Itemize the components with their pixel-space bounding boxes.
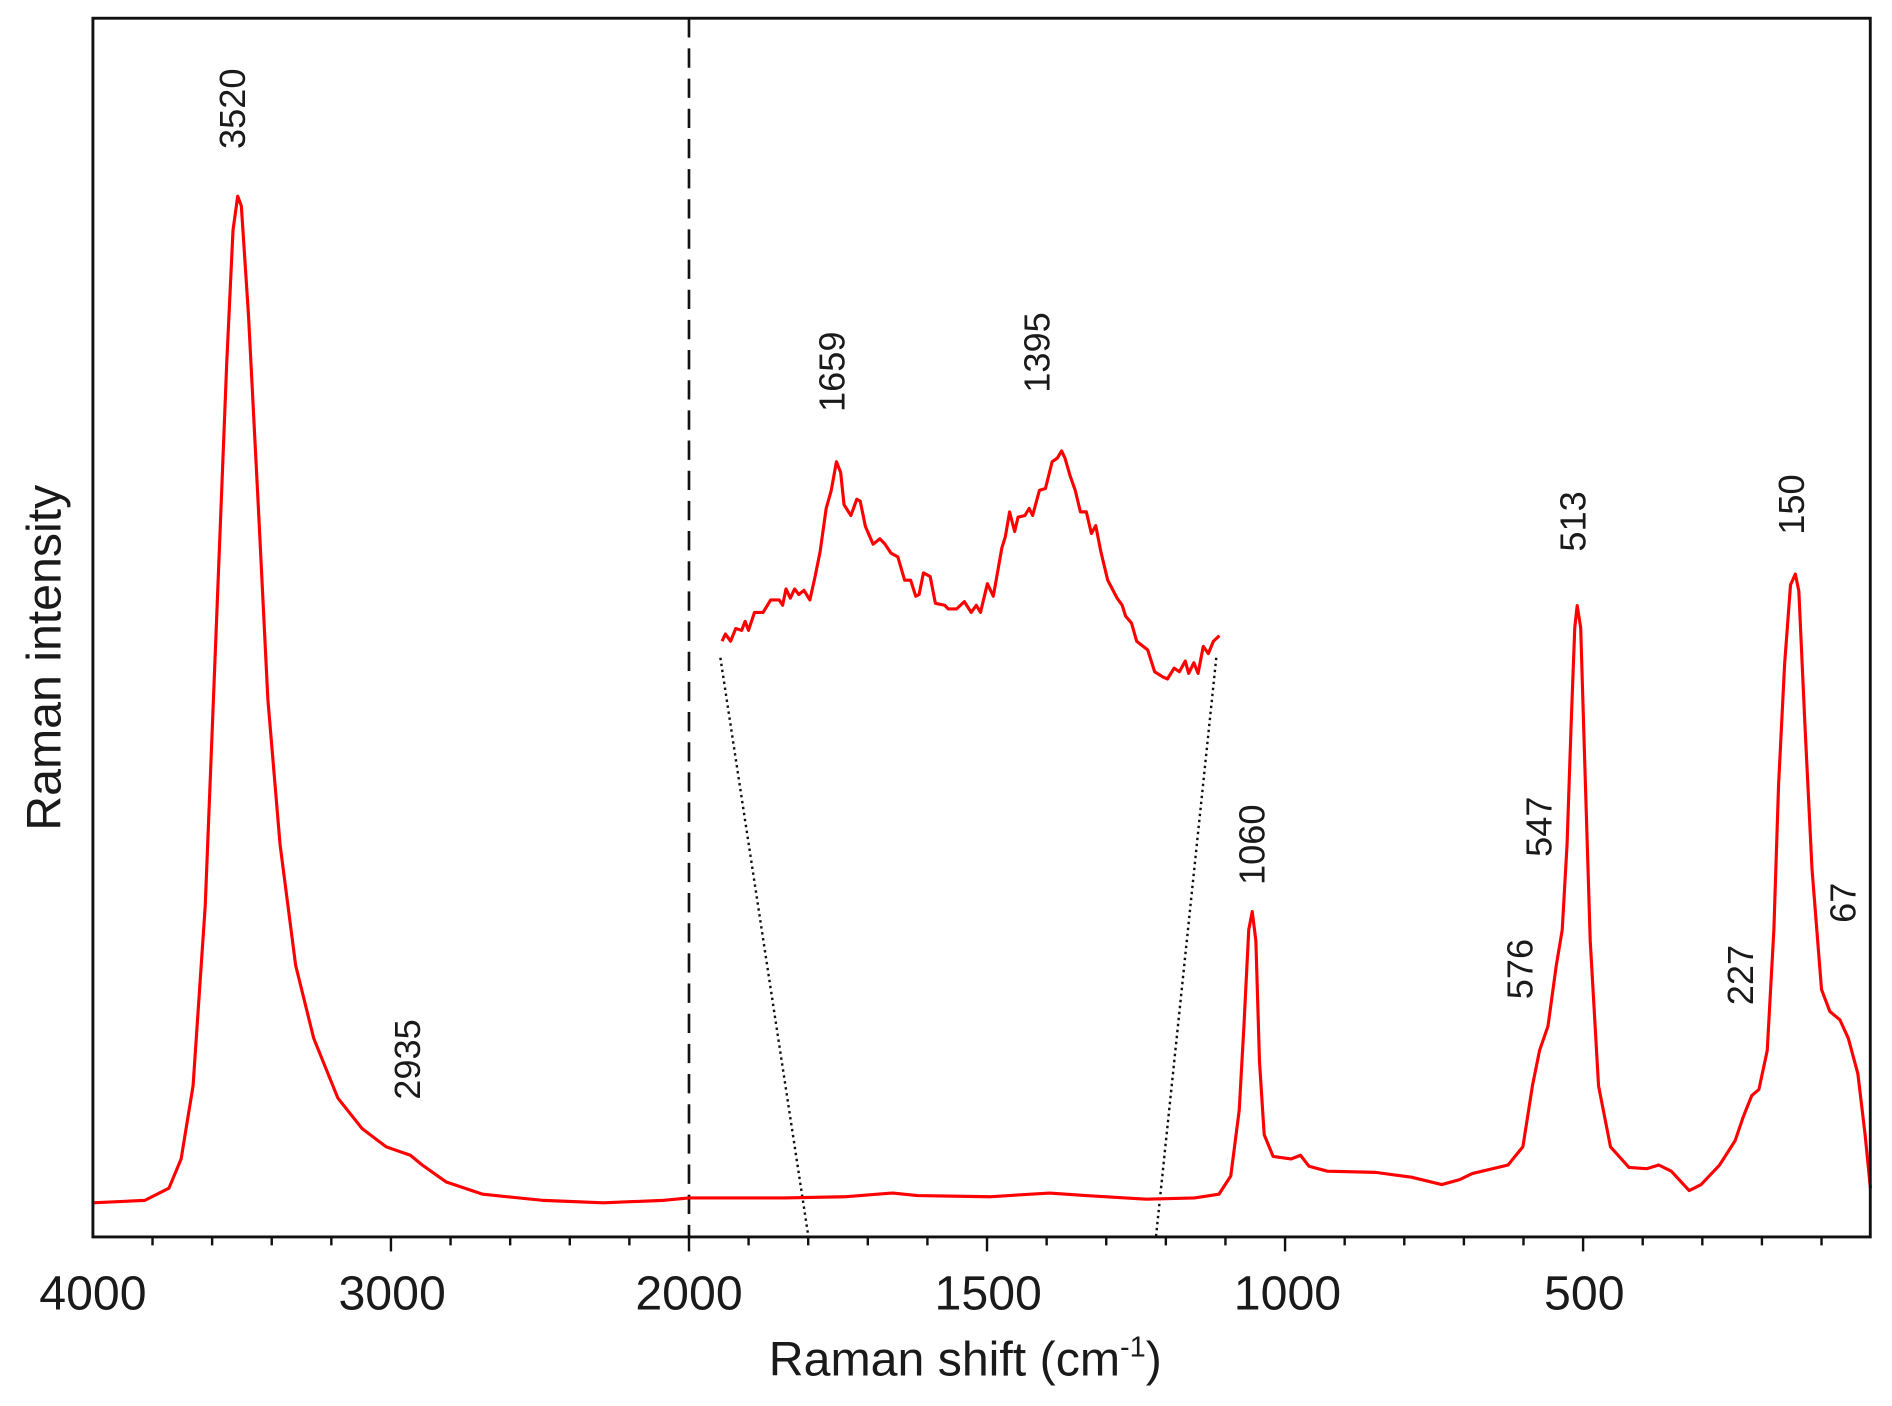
zoom-guide-left [719, 657, 810, 1238]
peak-label: 1060 [1231, 805, 1272, 886]
x-tick-label: 2000 [635, 1266, 742, 1320]
x-tick-label: 3000 [338, 1266, 445, 1320]
x-tick-label: 4000 [39, 1266, 146, 1320]
peak-label: 3520 [212, 68, 253, 149]
y-axis-title: Raman intensity [17, 484, 71, 831]
x-tick-label: 1500 [935, 1266, 1042, 1320]
peak-label: 67 [1823, 883, 1864, 923]
x-axis-title-suffix: ) [1146, 1333, 1162, 1387]
spectrum-line [92, 194, 1872, 1205]
peak-label: 2935 [387, 1019, 428, 1100]
peak-label: 1659 [812, 332, 853, 413]
x-axis-ticks [151, 1236, 1823, 1252]
x-tick-label: 1000 [1234, 1266, 1341, 1320]
x-axis-title: Raman shift (cm-1) [769, 1331, 1162, 1386]
x-axis-title-main: Raman shift (cm [769, 1333, 1120, 1387]
zoom-guide-right [1154, 657, 1218, 1238]
peak-labels: 3520 2935 1659 1395 1060 576 547 513 227… [212, 68, 1864, 1099]
peak-label: 1395 [1017, 312, 1058, 393]
peak-label: 576 [1499, 939, 1540, 999]
x-tick-label: 500 [1544, 1266, 1625, 1320]
peak-label: 547 [1519, 796, 1560, 856]
x-axis-title-superscript: -1 [1120, 1331, 1146, 1363]
x-tick-labels: 4000 3000 2000 1500 1000 500 [39, 1266, 1624, 1320]
plot-frame [91, 16, 1872, 1239]
inset-spectrum-line [720, 449, 1221, 681]
peak-label: 227 [1720, 945, 1761, 1005]
peak-label: 150 [1771, 474, 1812, 534]
peak-label: 513 [1552, 491, 1593, 551]
